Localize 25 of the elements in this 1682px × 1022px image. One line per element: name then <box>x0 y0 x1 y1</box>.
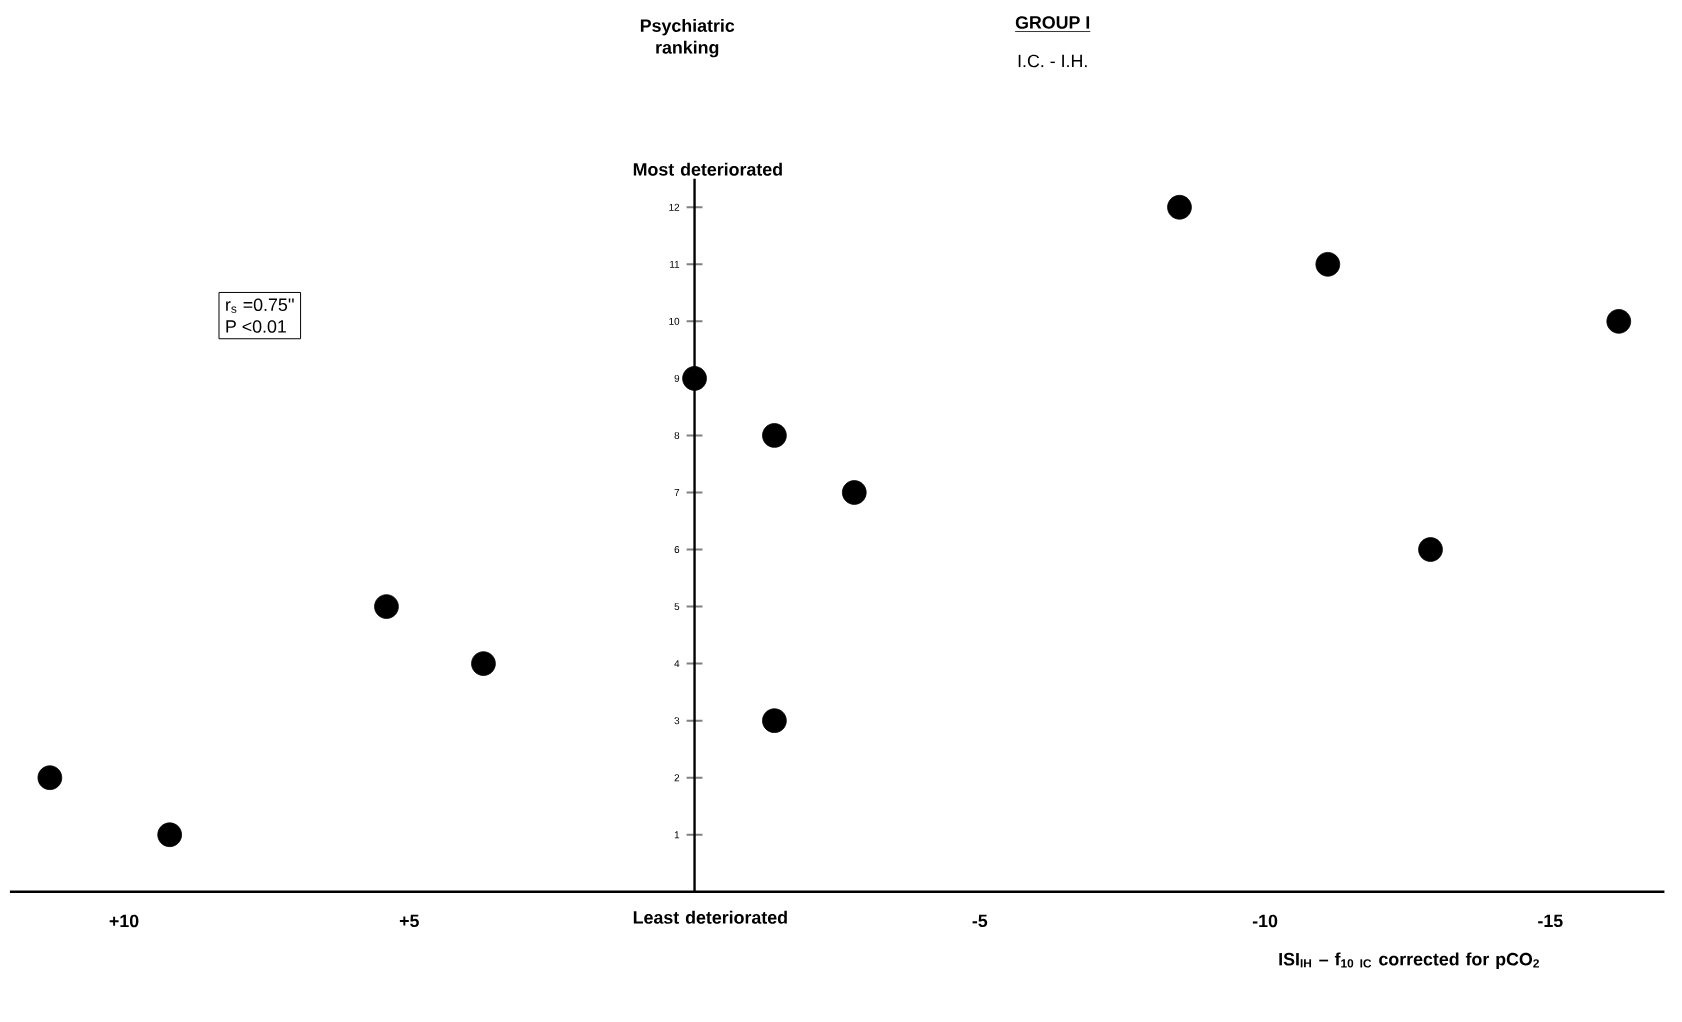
point <box>762 707 787 733</box>
point <box>841 479 867 505</box>
point <box>1315 251 1341 277</box>
x-tick-label: -15 <box>1538 914 1563 927</box>
point <box>1606 308 1632 334</box>
x-tick-label: -5 <box>972 914 988 927</box>
point <box>1418 536 1443 562</box>
chart-subtitle: I.C. - I.H. <box>1018 54 1087 67</box>
x-tick-label: +10 <box>109 914 139 927</box>
x-tick-label: -10 <box>1252 914 1278 927</box>
text: Psychiatric ranking <box>640 18 735 57</box>
chart-title: GROUP I <box>1015 15 1090 29</box>
point <box>471 650 496 676</box>
point <box>682 365 707 391</box>
point <box>762 422 787 448</box>
annotation: r$_{s}$ =0.75'' <box>226 297 294 313</box>
x-axis-title: ISI$_{IH}$ – f$_{10 IC}$ corrected for pCO$_{2}$ <box>1279 951 1539 969</box>
annotation: P <0.01 <box>226 319 286 333</box>
text: Most deteriorated <box>633 162 782 176</box>
point <box>1167 194 1192 220</box>
point <box>374 593 399 619</box>
x-tick-label: +5 <box>399 914 419 927</box>
point <box>37 764 63 790</box>
text: Least deteriorated <box>633 910 787 924</box>
point <box>157 821 182 847</box>
